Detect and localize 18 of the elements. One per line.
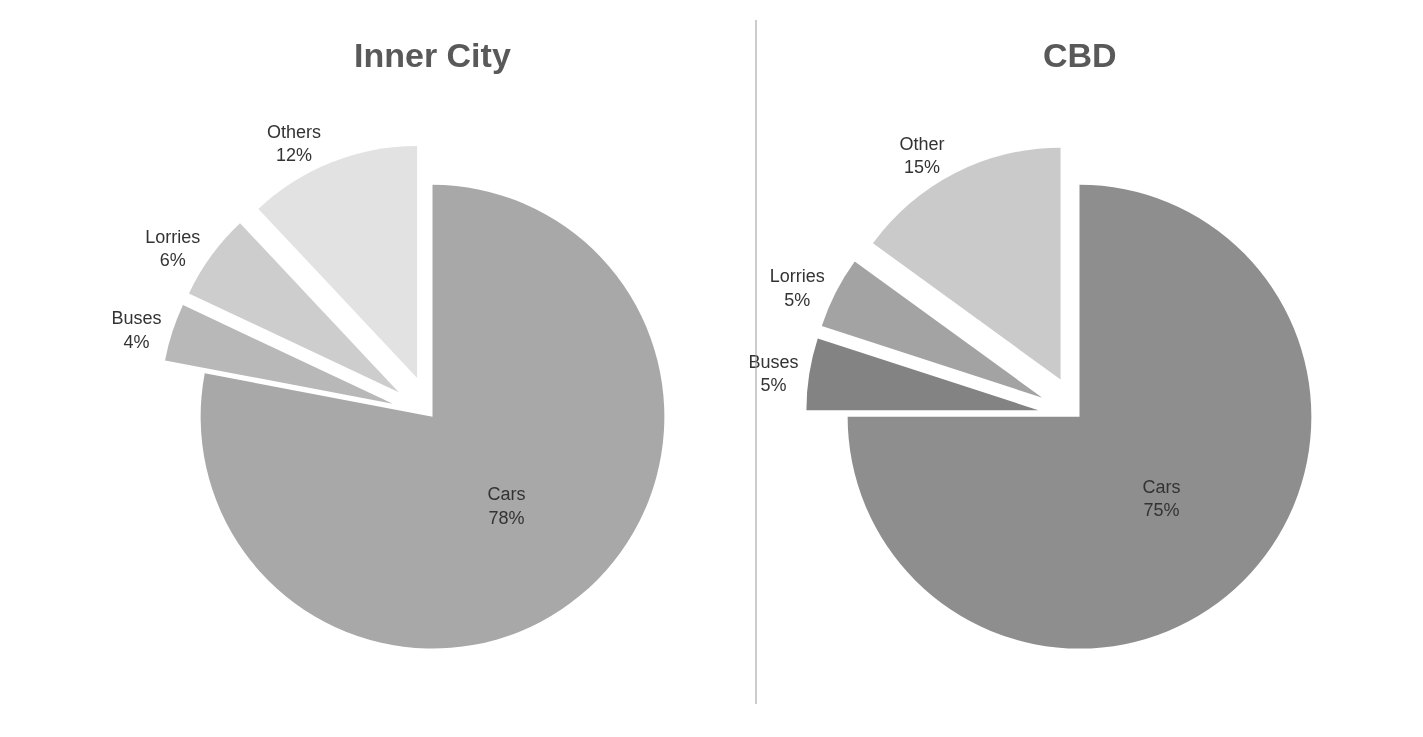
data-label: 12% (275, 145, 312, 166)
slice-label: Lorries (145, 226, 201, 247)
slice-label: Buses (111, 308, 162, 329)
data-label: 6% (159, 250, 186, 271)
slice-label: Lorries (769, 266, 825, 287)
data-label: 5% (760, 375, 787, 396)
slice-label: Cars (1142, 477, 1181, 497)
chart-title: CBD (1043, 36, 1117, 74)
data-label: 15% (903, 157, 940, 178)
slice-label: Others (266, 121, 321, 142)
data-label: 5% (784, 289, 811, 310)
data-label: 75% (1143, 500, 1180, 521)
slice-label: Other (899, 134, 945, 155)
data-label: 4% (123, 331, 150, 352)
slice-label: Buses (748, 351, 799, 372)
slice-label: Cars (487, 484, 526, 505)
chart-title: Inner City (354, 36, 511, 74)
data-label: 78% (488, 507, 525, 528)
